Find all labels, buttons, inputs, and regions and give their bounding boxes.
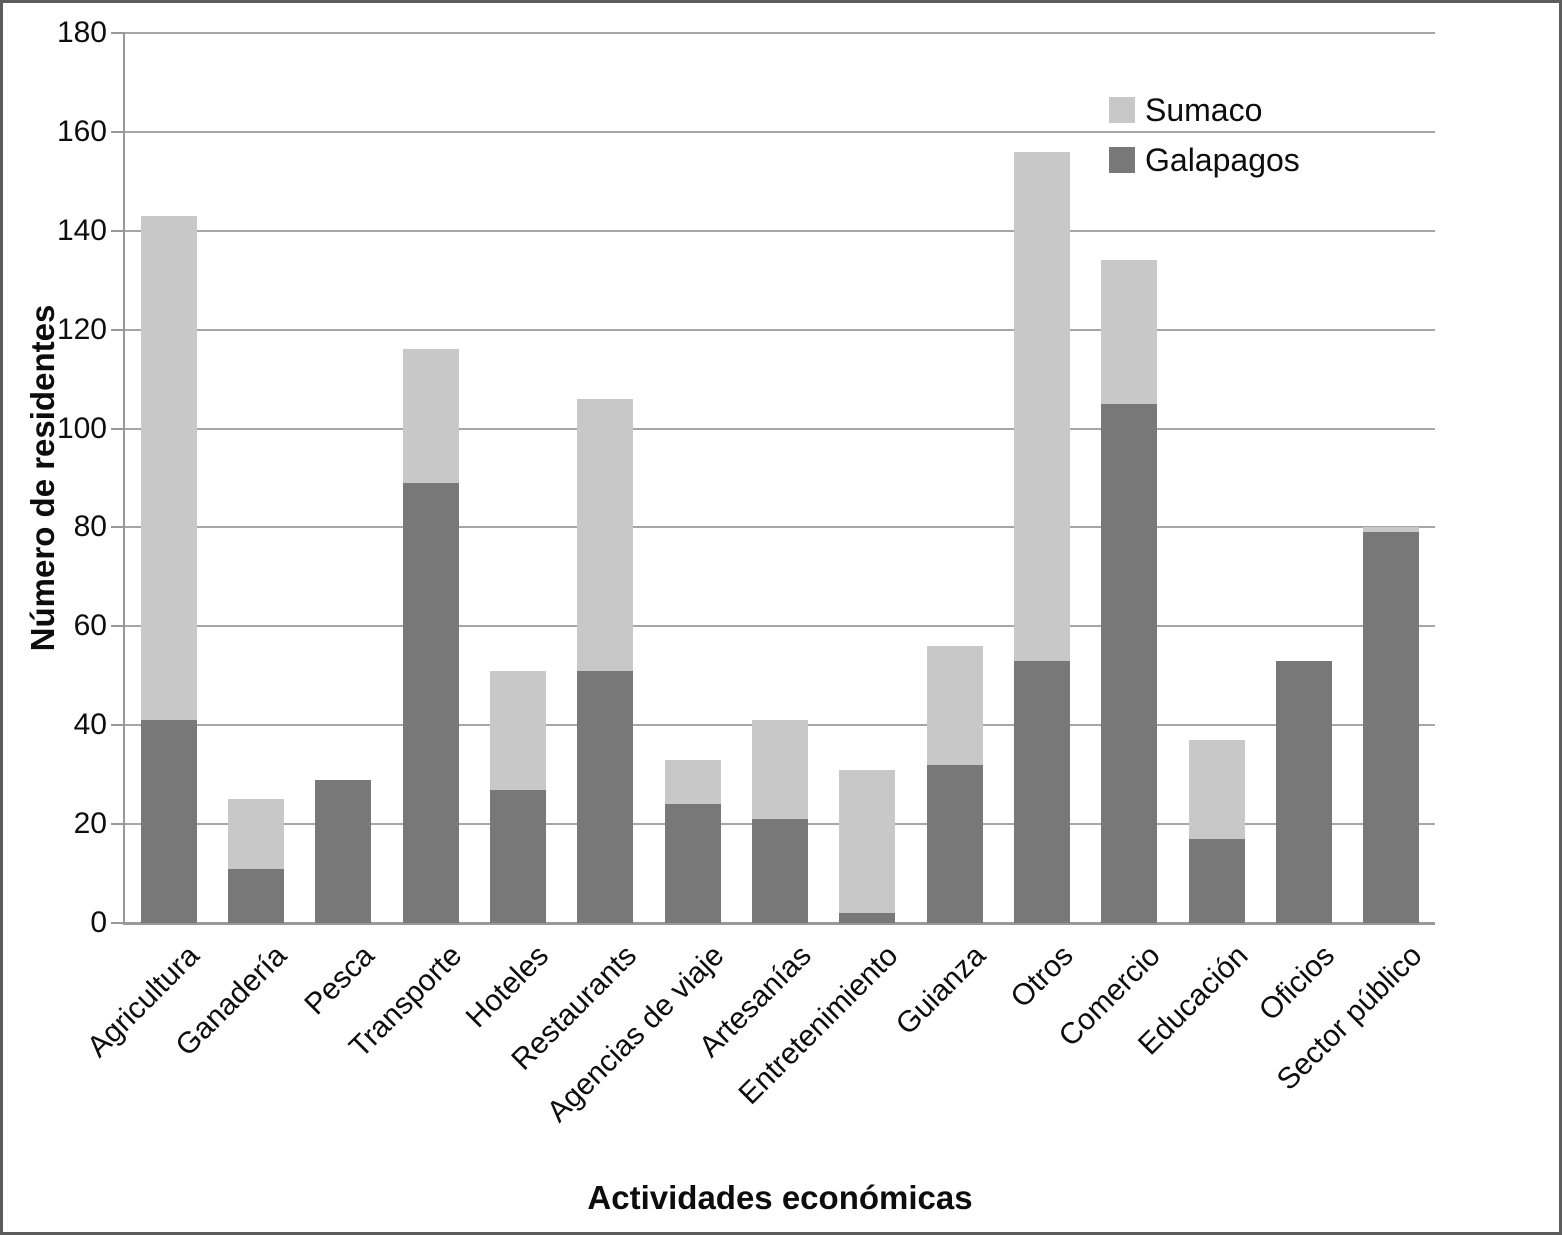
y-tick-label: 180 [56, 16, 107, 49]
gridline-100 [125, 427, 1435, 430]
bar-galapagos-0 [140, 720, 197, 923]
y-tick-label: 60 [73, 609, 107, 643]
bar-sumaco-7 [752, 720, 808, 820]
bar-galapagos-13 [1276, 660, 1332, 923]
legend-item-galapagos: Galapagos [1109, 143, 1300, 177]
x-axis-line [125, 922, 1435, 925]
y-tick-140 [111, 229, 125, 232]
bar-sumaco-9 [926, 646, 983, 765]
y-tick-label: 40 [73, 708, 107, 742]
x-category-label-text: Guianza [889, 939, 992, 1042]
bar-galapagos-7 [752, 819, 808, 923]
bar-sumaco-0 [140, 215, 197, 721]
legend-label-galapagos: Galapagos [1145, 142, 1300, 178]
y-tick-label: 100 [56, 411, 107, 445]
bar-galapagos-4 [490, 789, 546, 923]
y-tick-label: 80 [73, 510, 107, 544]
bar-sumaco-5 [577, 398, 634, 671]
bar-galapagos-11 [1101, 403, 1158, 923]
bar-galapagos-6 [664, 804, 721, 923]
gridline-140 [125, 229, 1435, 232]
gridline-120 [125, 328, 1435, 331]
legend-swatch-sumaco [1109, 97, 1135, 123]
y-tick-label: 140 [56, 213, 107, 247]
bar-galapagos-9 [926, 764, 983, 923]
bar-galapagos-2 [315, 779, 372, 923]
gridline-160 [125, 130, 1435, 133]
legend-swatch-galapagos [1109, 147, 1135, 173]
x-category-label-text: Pesca [298, 939, 381, 1022]
bar-sumaco-6 [664, 759, 721, 805]
bar-galapagos-12 [1188, 838, 1245, 923]
bar-galapagos-1 [228, 868, 284, 923]
y-tick-0 [111, 922, 125, 924]
x-axis-title: Actividades económicas [587, 1179, 973, 1216]
y-tick-160 [111, 130, 125, 133]
bar-sumaco-4 [490, 670, 546, 790]
y-tick-120 [111, 328, 125, 331]
y-tick-100 [111, 427, 125, 430]
legend-item-sumaco: Sumaco [1109, 93, 1300, 127]
legend-label-sumaco: Sumaco [1145, 92, 1263, 128]
y-tick-180 [111, 32, 125, 34]
y-axis-title: Número de residentes [24, 304, 61, 652]
y-tick-20 [111, 823, 125, 826]
bar-galapagos-8 [839, 913, 896, 923]
bar-galapagos-5 [577, 670, 634, 923]
bar-galapagos-14 [1363, 532, 1420, 923]
y-tick-label: 160 [56, 114, 107, 148]
bar-sumaco-12 [1188, 740, 1245, 839]
x-category-label-text: Otros [1004, 939, 1080, 1015]
gridline-80 [125, 526, 1435, 529]
y-tick-60 [111, 625, 125, 628]
x-category-label-text: Entretenimiento [732, 939, 905, 1111]
plot-area: 0 20 40 60 80 100 120 140 160 180 Agricultura Ganad… [57, 17, 1435, 1129]
bar-sumaco-1 [228, 799, 284, 869]
gridline-180 [125, 32, 1435, 34]
y-tick-label: 120 [56, 312, 107, 346]
bar-sumaco-11 [1101, 260, 1158, 404]
y-axis-line [123, 33, 125, 925]
y-tick-40 [111, 724, 125, 727]
y-tick-label: 0 [90, 906, 107, 939]
bar-sumaco-14 [1363, 527, 1420, 533]
y-tick-80 [111, 526, 125, 529]
y-tick-label: 20 [73, 807, 107, 841]
bar-sumaco-3 [402, 349, 459, 483]
bar-galapagos-3 [402, 482, 459, 923]
bar-galapagos-10 [1014, 660, 1070, 923]
bar-sumaco-8 [839, 769, 896, 914]
bar-sumaco-10 [1014, 151, 1070, 661]
gridline-60 [125, 625, 1435, 628]
legend: Sumaco Galapagos [1109, 93, 1300, 193]
